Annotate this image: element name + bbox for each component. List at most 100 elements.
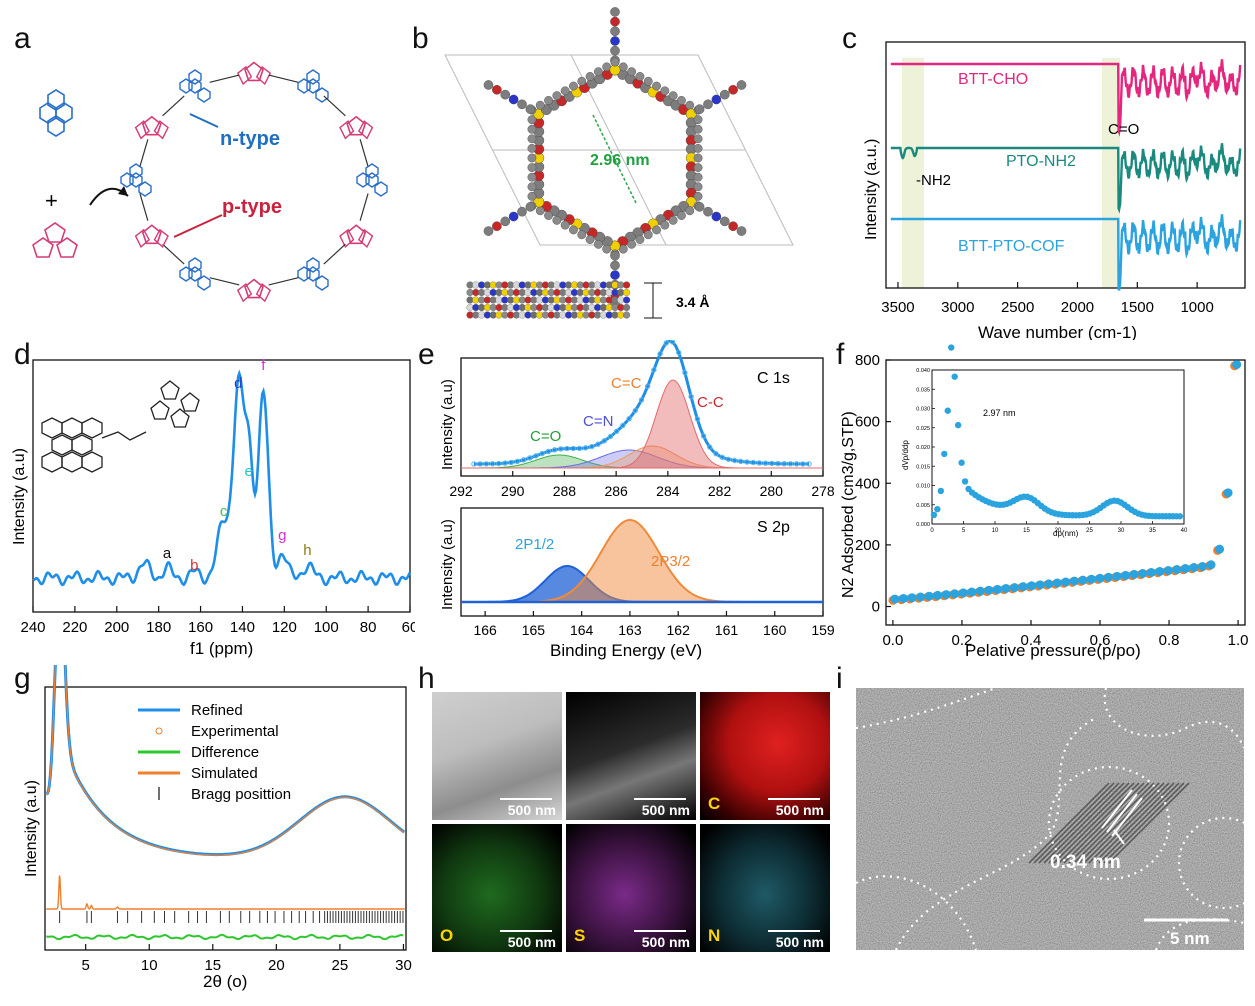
y-axis-label: N2 Adsorbed (cm3/g,STP) (840, 411, 857, 598)
scale-bar-label: 500 nm (775, 802, 824, 818)
legend-label: Difference (191, 744, 259, 761)
btt-ring (170, 408, 190, 428)
domain-outlines (856, 688, 1244, 950)
pto-ring (315, 275, 329, 291)
panel-label-i: i (836, 662, 843, 695)
atom (527, 172, 537, 182)
pto-ring (61, 451, 83, 473)
atom (693, 163, 703, 172)
atom (544, 211, 553, 220)
imine-link (359, 139, 369, 167)
stack-atom (623, 281, 631, 289)
x-tick-label: 282 (708, 483, 732, 499)
inset-y-tick-label: 0.020 (916, 445, 930, 451)
atom (685, 206, 695, 216)
peak-label: a (163, 545, 172, 562)
desorption-point (1044, 579, 1054, 589)
inset-frame (931, 369, 1185, 525)
x-tick-label: 166 (473, 622, 497, 638)
bragg-ticks (59, 911, 404, 923)
stack-atom (623, 303, 631, 312)
x-tick-label: 2000 (1061, 299, 1094, 316)
x-tick-label: 284 (656, 483, 680, 499)
panel-label-e: e (418, 338, 435, 371)
btt-ring (255, 283, 272, 303)
psd-point (934, 505, 941, 513)
pto-ring (138, 181, 152, 197)
atom (508, 211, 519, 222)
x-tick-label: 162 (667, 622, 691, 638)
haadf-tile: 500 nm (566, 692, 696, 820)
peak-label: c (220, 503, 228, 520)
data-point (527, 455, 533, 461)
atom (483, 226, 494, 236)
data-point (707, 444, 713, 450)
desorption-point (941, 590, 951, 600)
atom (569, 225, 578, 235)
data-point (582, 445, 589, 451)
atom (610, 260, 620, 271)
legend: Refined Experimental Difference Simulated Br… (138, 702, 291, 803)
data-point (756, 460, 763, 466)
stack-atom (623, 311, 631, 319)
s2p-curves (461, 519, 823, 604)
btt-ring (150, 400, 170, 420)
atom (593, 67, 603, 77)
data-point (669, 339, 676, 345)
x-tick-label: 240 (20, 619, 45, 636)
desorption-point (984, 585, 994, 595)
x-ticks: 5 10 15 20 25 30 (82, 944, 412, 974)
btt-ring (160, 380, 180, 400)
psd-point (930, 511, 938, 519)
btt-ring (180, 392, 200, 412)
inset-x-tick-label: 5 (962, 528, 966, 534)
atom (643, 230, 653, 240)
desorption-point (1163, 566, 1173, 576)
scale-bar-label: 500 nm (507, 802, 556, 818)
imine-link (101, 431, 147, 441)
panel-f: 0.0 0.2 0.4 0.6 0.8 1.0 0 200 400 600 800 0 5 10 15 20… (835, 340, 1255, 665)
pto-ring (179, 266, 193, 282)
scale-bar-label: 500 nm (775, 934, 824, 950)
imine-link (323, 95, 346, 117)
crystal-model: 2.96 nm 3.4 Å (444, 7, 794, 319)
simulated-pattern (46, 875, 405, 910)
desorption-point (958, 588, 968, 598)
data-point (489, 461, 496, 467)
x-tick-label: 286 (604, 483, 628, 499)
atom (677, 211, 686, 220)
pto-ring (197, 275, 211, 291)
fringe-line (1083, 782, 1165, 864)
imine-link (209, 74, 240, 83)
y-tick-label: 200 (855, 537, 880, 554)
atom (527, 144, 537, 153)
atom (677, 96, 686, 105)
atom (668, 91, 678, 101)
pto-ring (365, 163, 379, 179)
data-point (700, 433, 707, 439)
fringe-line (1033, 782, 1115, 864)
inset-pore-distribution: 0 5 10 15 20 25 30 35 40 0.000 0.005 0.010 0.015 0.02… (916, 344, 1188, 534)
psd-point (958, 459, 965, 466)
atom (560, 86, 570, 96)
atom (602, 244, 612, 254)
data-point (713, 450, 719, 457)
s2p-title: S 2p (757, 519, 790, 536)
x-tick-label: 200 (104, 619, 129, 636)
data-point (738, 458, 744, 465)
panel-e: 292 290 288 286 284 282 280 278 C 1s C=O C=N C=… (415, 339, 835, 665)
pto-ring (297, 266, 311, 282)
atom (693, 115, 703, 125)
y-tick-label: 0 (872, 599, 880, 616)
fringe-line (1088, 782, 1170, 864)
data-point (638, 397, 645, 403)
data-point (558, 446, 564, 452)
data-point (533, 453, 539, 459)
x-tick-label: 280 (760, 483, 784, 499)
y-axis-label: Intensity (a.u) (11, 448, 28, 545)
desorption-point (1146, 567, 1156, 577)
atom (500, 89, 511, 100)
atom (552, 215, 562, 225)
atom (610, 36, 620, 46)
scale-bar-label: 500 nm (641, 802, 690, 818)
